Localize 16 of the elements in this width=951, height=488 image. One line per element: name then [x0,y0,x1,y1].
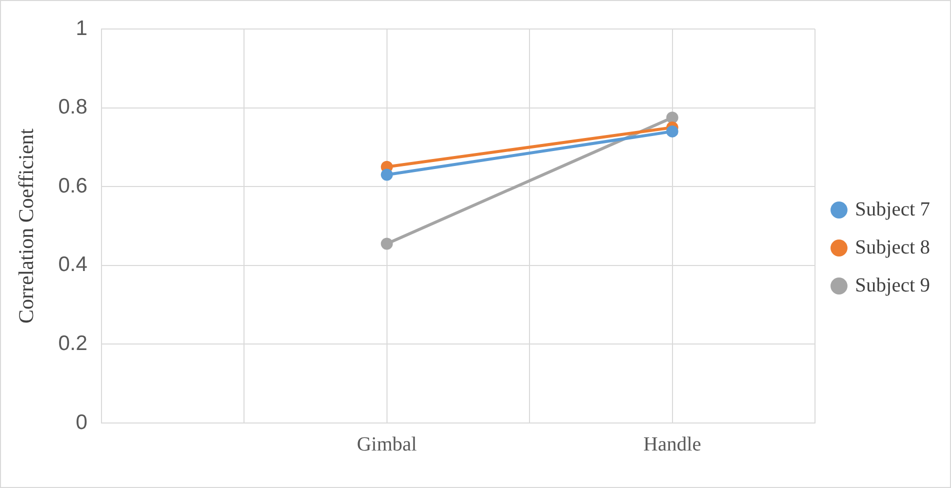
legend-label: Subject 7 [855,198,930,220]
point [380,238,393,250]
legend-label: Subject 8 [855,236,930,258]
y-tick-label: 0.8 [58,96,88,119]
point [380,168,393,181]
point [666,125,678,138]
x-tick-label: Handle [643,433,702,456]
y-tick-label: 1 [76,16,88,40]
y-tick-label: 0.6 [58,174,88,198]
point [666,112,678,124]
y-tick-label: 0.4 [58,253,88,276]
y-tick-label: 0 [76,410,88,434]
x-tick-label: Gimbal [356,433,418,456]
y-tick-label: 0.2 [58,332,88,355]
legend-label: Subject 9 [855,274,930,296]
y-axis-title: Correlation Coefficient [14,128,38,324]
